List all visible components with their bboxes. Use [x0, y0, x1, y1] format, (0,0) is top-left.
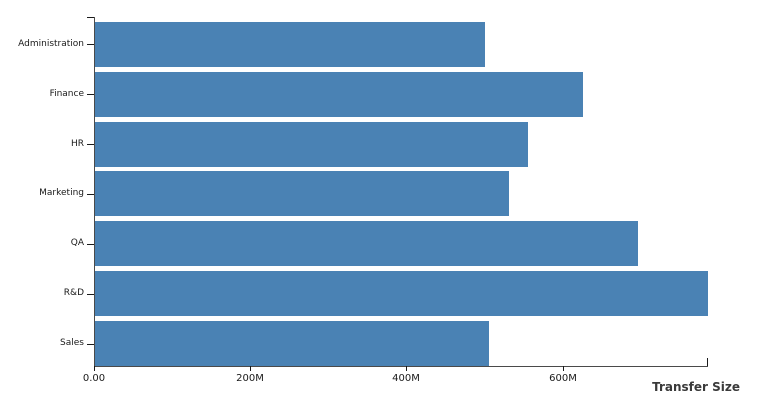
- y-tick: [87, 194, 94, 195]
- x-axis-title: Transfer Size: [652, 380, 740, 394]
- y-tick: [87, 144, 94, 145]
- y-tick-label: Marketing: [39, 188, 84, 198]
- y-tick-label: Sales: [60, 338, 84, 348]
- x-tick: [250, 366, 251, 371]
- y-tick-label: Finance: [49, 89, 84, 99]
- bar[interactable]: [95, 121, 528, 167]
- x-tick-label: 400M: [392, 373, 420, 384]
- y-axis-end-tick: [87, 17, 94, 18]
- x-tick: [94, 366, 95, 371]
- bar[interactable]: [95, 321, 489, 366]
- bar[interactable]: [95, 221, 638, 267]
- y-tick: [87, 294, 94, 295]
- x-axis-end-tick: [707, 358, 708, 366]
- y-tick: [87, 344, 94, 345]
- x-tick-label: 0.00: [82, 373, 106, 384]
- y-tick-label: Administration: [18, 39, 84, 49]
- x-tick-label: 200M: [236, 373, 264, 384]
- bar[interactable]: [95, 71, 583, 117]
- bar[interactable]: [95, 271, 708, 317]
- x-tick: [406, 366, 407, 371]
- x-tick: [563, 366, 564, 371]
- y-tick-label: HR: [70, 139, 84, 149]
- bar[interactable]: [95, 21, 485, 67]
- y-tick-label: QA: [70, 238, 84, 248]
- y-tick-label: R&D: [63, 288, 84, 298]
- y-tick: [87, 44, 94, 45]
- x-axis-line: [94, 366, 708, 367]
- x-tick-label: 600M: [549, 373, 577, 384]
- bar[interactable]: [95, 171, 509, 217]
- y-tick: [87, 94, 94, 95]
- y-axis-line: [94, 17, 95, 366]
- y-tick: [87, 244, 94, 245]
